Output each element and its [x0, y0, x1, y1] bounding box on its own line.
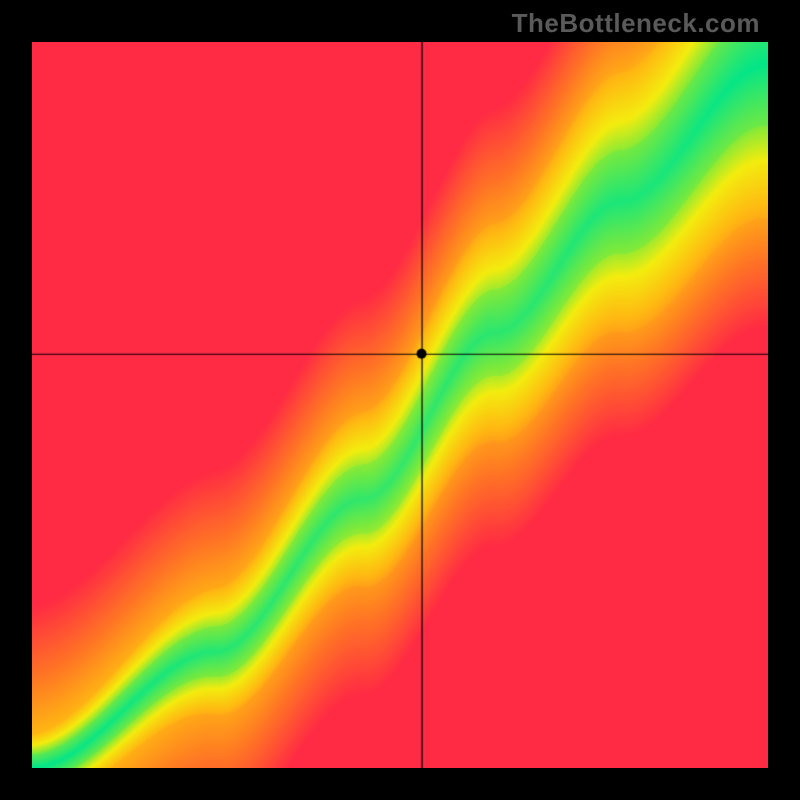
bottleneck-heatmap	[32, 42, 768, 768]
watermark-text: TheBottleneck.com	[512, 8, 760, 39]
chart-container: TheBottleneck.com	[0, 0, 800, 800]
